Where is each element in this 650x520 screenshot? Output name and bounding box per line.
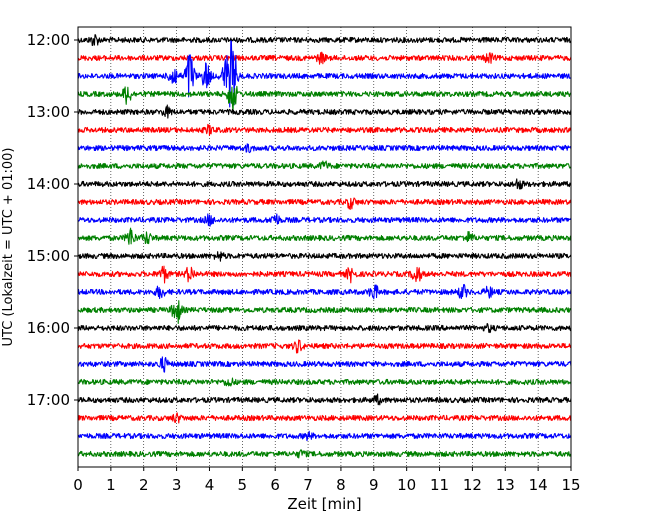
x-axis-label: Zeit [min]	[287, 495, 361, 513]
x-tick-label: 11	[430, 476, 449, 494]
x-tick-label: 1	[106, 476, 116, 494]
x-tick-label: 9	[369, 476, 379, 494]
trace-line	[77, 104, 572, 119]
trace-line	[77, 377, 572, 387]
trace-line	[77, 178, 572, 190]
x-tick-label: 4	[205, 476, 215, 494]
trace-line	[77, 40, 572, 108]
x-tick-label: 13	[496, 476, 515, 494]
trace-line	[77, 51, 572, 65]
trace-line	[77, 265, 572, 284]
x-tick-label: 10	[397, 476, 416, 494]
x-tick-label: 2	[139, 476, 149, 494]
x-tick-label: 15	[561, 476, 580, 494]
grid-lines	[110, 27, 539, 467]
y-axis-ticks: 12:00 13:00 14:00 15:00 16:00 17:00	[27, 31, 78, 409]
y-tick-label: 17:00	[27, 391, 70, 409]
x-tick-label: 12	[463, 476, 482, 494]
trace-line	[77, 393, 572, 406]
x-tick-label: 8	[336, 476, 346, 494]
trace-line	[77, 143, 572, 154]
trace-line	[77, 283, 572, 300]
seismic-traces	[77, 34, 572, 459]
x-tick-label: 0	[73, 476, 83, 494]
x-tick-label: 3	[172, 476, 182, 494]
y-tick-label: 13:00	[27, 103, 70, 121]
y-tick-label: 16:00	[27, 319, 70, 337]
trace-line	[77, 430, 572, 442]
x-tick-label: 7	[303, 476, 313, 494]
trace-line	[77, 123, 572, 136]
trace-line	[77, 300, 572, 325]
y-tick-label: 12:00	[27, 31, 70, 49]
y-tick-label: 15:00	[27, 247, 70, 265]
trace-line	[77, 339, 572, 354]
trace-line	[77, 197, 572, 210]
trace-line	[77, 322, 572, 334]
x-axis-ticks: 0 1 2 3 4 5 6 7 8 9 10 11 12 13 14 15	[73, 467, 581, 494]
trace-line	[77, 356, 572, 373]
y-axis-label: UTC (Lokalzeit = UTC + 01:00)	[1, 148, 16, 347]
x-tick-label: 5	[238, 476, 248, 494]
trace-line	[77, 213, 572, 227]
trace-line	[77, 251, 572, 262]
y-tick-label: 14:00	[27, 175, 70, 193]
trace-line	[77, 34, 572, 47]
trace-line	[77, 449, 572, 459]
trace-line	[77, 412, 572, 424]
plot-frame	[77, 26, 572, 468]
x-tick-label: 6	[270, 476, 280, 494]
trace-line	[77, 227, 572, 245]
trace-line	[77, 85, 572, 113]
trace-line	[77, 160, 572, 170]
x-tick-label: 14	[529, 476, 548, 494]
